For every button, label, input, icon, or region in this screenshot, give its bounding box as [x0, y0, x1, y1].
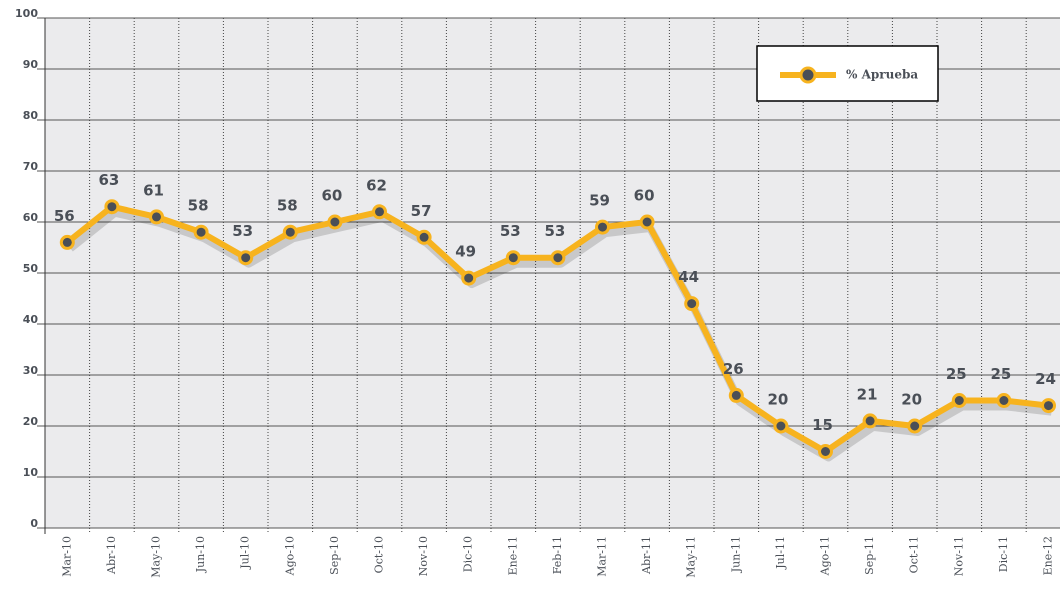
- x-tick-label: Feb-11: [551, 536, 564, 574]
- data-label: 20: [767, 391, 788, 409]
- point: [461, 270, 477, 286]
- y-tick-label: 90: [23, 58, 39, 71]
- data-label: 24: [1035, 370, 1056, 388]
- point: [550, 250, 566, 266]
- data-label: 53: [232, 222, 253, 240]
- x-tick-label: Abr-11: [640, 536, 653, 575]
- point: [907, 418, 923, 434]
- point: [951, 393, 967, 408]
- x-tick-label: Nov-11: [952, 536, 965, 576]
- data-label: 63: [98, 171, 119, 189]
- x-tick-label: Ago-11: [819, 536, 832, 576]
- y-tick-label: 0: [30, 517, 38, 530]
- data-label: 25: [990, 365, 1011, 383]
- data-label: 58: [277, 197, 298, 215]
- data-label: 26: [723, 360, 744, 378]
- x-tick-label: Abr-10: [105, 536, 118, 575]
- x-tick-label: May-10: [150, 536, 163, 578]
- legend-marker: [799, 66, 817, 84]
- data-label: 60: [634, 187, 655, 205]
- x-tick-label: Dic-11: [997, 536, 1010, 572]
- point: [238, 250, 254, 266]
- x-tick-label: Sep-11: [863, 536, 876, 575]
- x-tick-label: Jul-11: [774, 536, 787, 570]
- data-label: 15: [812, 416, 833, 434]
- data-label: 62: [366, 176, 387, 194]
- y-tick-label: 100: [15, 7, 38, 20]
- x-tick-label: Nov-10: [417, 536, 430, 576]
- y-tick-label: 20: [23, 415, 39, 428]
- x-tick-label: Mar-10: [60, 536, 73, 577]
- point: [416, 229, 432, 245]
- point: [773, 418, 789, 434]
- point: [59, 234, 75, 250]
- data-label: 57: [411, 202, 432, 220]
- point: [684, 296, 700, 312]
- x-tick-label: May-11: [685, 536, 698, 578]
- y-tick-label: 50: [23, 262, 39, 275]
- x-tick-label: Jun-10: [194, 536, 207, 573]
- data-label: 58: [188, 197, 209, 215]
- point: [372, 204, 387, 220]
- point: [327, 214, 343, 230]
- point: [104, 199, 120, 215]
- point: [996, 393, 1012, 408]
- data-label: 20: [901, 391, 922, 409]
- data-label: 53: [500, 222, 521, 240]
- x-tick-label: Ago-10: [283, 536, 296, 576]
- y-tick-label: 10: [23, 466, 39, 479]
- y-tick-label: 70: [23, 160, 39, 173]
- data-label: 61: [143, 181, 164, 199]
- point: [639, 214, 655, 230]
- point: [728, 387, 744, 403]
- x-tick-label: Oct-11: [908, 536, 921, 573]
- y-tick-label: 30: [23, 364, 39, 377]
- data-label: 21: [857, 385, 878, 403]
- x-tick-label: Mar-11: [596, 536, 609, 577]
- point: [149, 209, 164, 225]
- data-label: 53: [544, 222, 565, 240]
- legend: % Aprueba: [756, 45, 939, 102]
- point: [505, 250, 521, 266]
- y-tick-label: 80: [23, 109, 39, 122]
- point: [862, 413, 878, 429]
- data-label: 60: [321, 187, 342, 205]
- data-label: 49: [455, 243, 476, 261]
- data-label: 59: [589, 192, 610, 210]
- x-tick-label: Jun-11: [729, 536, 742, 573]
- data-label: 56: [54, 207, 75, 225]
- x-tick-label: Ene-11: [506, 536, 519, 575]
- point: [1041, 398, 1056, 414]
- point: [595, 219, 610, 235]
- y-tick-label: 40: [23, 313, 39, 326]
- x-tick-label: Jul-10: [239, 536, 252, 570]
- point: [818, 444, 833, 459]
- data-label: 44: [678, 268, 699, 286]
- legend-label: % Aprueba: [846, 68, 918, 82]
- x-tick-label: Dic-10: [462, 536, 475, 572]
- point: [193, 224, 209, 240]
- x-tick-label: Oct-10: [373, 536, 386, 573]
- data-label: 25: [946, 365, 967, 383]
- x-tick-label: Ene-12: [1042, 536, 1055, 575]
- x-tick-label: Sep-10: [328, 536, 341, 575]
- point: [282, 224, 298, 240]
- y-tick-label: 60: [23, 211, 39, 224]
